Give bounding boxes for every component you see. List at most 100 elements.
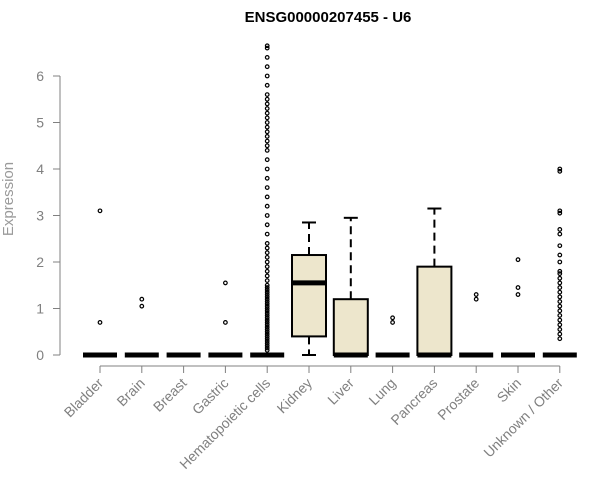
y-tick-label: 1 <box>36 301 44 317</box>
box-group <box>208 280 243 358</box>
outlier-point <box>264 245 270 251</box>
box-group <box>291 221 327 356</box>
outlier-point <box>222 280 228 286</box>
box-group <box>416 207 453 358</box>
outlier-point <box>515 292 521 297</box>
outlier-point <box>264 327 270 332</box>
y-tick-label: 2 <box>36 254 44 270</box>
outlier-point <box>264 345 270 351</box>
outlier-point <box>264 306 270 311</box>
outlier-point <box>264 340 270 346</box>
y-tick-label: 3 <box>36 208 44 224</box>
outlier-point <box>264 115 270 121</box>
outlier-point <box>390 315 396 321</box>
outlier-point <box>264 222 270 228</box>
outlier-point <box>264 45 270 51</box>
outlier-point <box>264 331 270 337</box>
outlier-point <box>264 285 270 290</box>
outlier-point <box>264 185 270 191</box>
outlier-point <box>264 308 270 314</box>
box-group <box>501 257 535 358</box>
outlier-point <box>264 343 270 349</box>
outlier-point <box>264 264 270 270</box>
x-tick-label: Breast <box>150 375 190 415</box>
outlier-point <box>264 278 270 284</box>
outlier-point <box>264 299 270 304</box>
outlier-point <box>557 275 563 281</box>
outlier-point <box>139 296 145 302</box>
outlier-point <box>557 299 563 304</box>
outlier-point <box>557 268 563 274</box>
outlier-point <box>557 210 563 216</box>
outlier-point <box>97 208 103 214</box>
outlier-point <box>557 280 563 286</box>
outlier-point <box>557 327 563 332</box>
x-tick-label: Unknown / Other <box>480 375 566 461</box>
outlier-point <box>264 231 270 237</box>
outlier-point <box>557 252 563 258</box>
outlier-point <box>264 313 270 318</box>
outlier-point <box>264 55 270 60</box>
box-group <box>459 292 494 358</box>
outlier-point <box>264 82 270 88</box>
outlier-point <box>264 96 270 102</box>
y-tick-label: 6 <box>36 68 44 84</box>
outlier-point <box>557 331 563 337</box>
box-iqr <box>416 265 453 356</box>
outlier-point <box>264 320 270 325</box>
x-tick-label: Skin <box>494 375 525 406</box>
outlier-point <box>264 317 270 323</box>
outlier-point <box>264 143 270 149</box>
outlier-point <box>264 324 270 330</box>
outlier-point <box>264 282 270 288</box>
outlier-point <box>515 285 521 290</box>
outlier-point <box>264 240 270 246</box>
outlier-point <box>557 243 563 249</box>
outlier-point <box>264 296 270 302</box>
box-iqr <box>332 298 369 357</box>
outlier-point <box>264 129 270 135</box>
outlier-point <box>473 296 479 302</box>
y-tick-label: 4 <box>36 161 44 177</box>
outlier-point <box>557 271 563 277</box>
outlier-point <box>557 308 563 314</box>
outlier-point <box>264 315 270 321</box>
outlier-point <box>557 259 563 265</box>
outlier-point <box>473 292 479 297</box>
outlier-point <box>515 257 521 263</box>
outlier-point <box>264 268 270 274</box>
x-tick-label: Bladder <box>61 375 107 421</box>
outlier-point <box>264 175 270 181</box>
outlier-point <box>264 273 270 279</box>
outlier-point <box>139 303 145 309</box>
outlier-point <box>557 166 563 172</box>
outlier-point <box>264 301 270 307</box>
outlier-point <box>557 231 563 237</box>
outlier-point <box>264 322 270 328</box>
outlier-point <box>264 138 270 144</box>
outlier-point <box>264 250 270 256</box>
outlier-point <box>97 320 103 325</box>
outlier-point <box>557 317 563 323</box>
outlier-point <box>264 110 270 116</box>
outlier-point <box>264 43 270 49</box>
box-group <box>124 296 159 358</box>
box-group <box>83 208 117 358</box>
outlier-point <box>264 73 270 79</box>
outlier-point <box>557 322 563 328</box>
y-tick-label: 5 <box>36 115 44 131</box>
outlier-point <box>264 124 270 130</box>
plot-area <box>83 43 577 358</box>
outlier-point <box>264 334 270 339</box>
outlier-point <box>264 106 270 111</box>
x-tick-label: Brain <box>113 375 147 409</box>
outlier-point <box>264 101 270 107</box>
y-tick-label: 0 <box>36 347 44 363</box>
outlier-point <box>264 259 270 265</box>
x-tick-label: Liver <box>324 375 357 408</box>
chart-title: ENSG00000207455 - U6 <box>245 9 412 26</box>
outlier-point <box>264 294 270 300</box>
y-axis-label: Expression <box>0 162 17 236</box>
outlier-point <box>264 329 270 335</box>
